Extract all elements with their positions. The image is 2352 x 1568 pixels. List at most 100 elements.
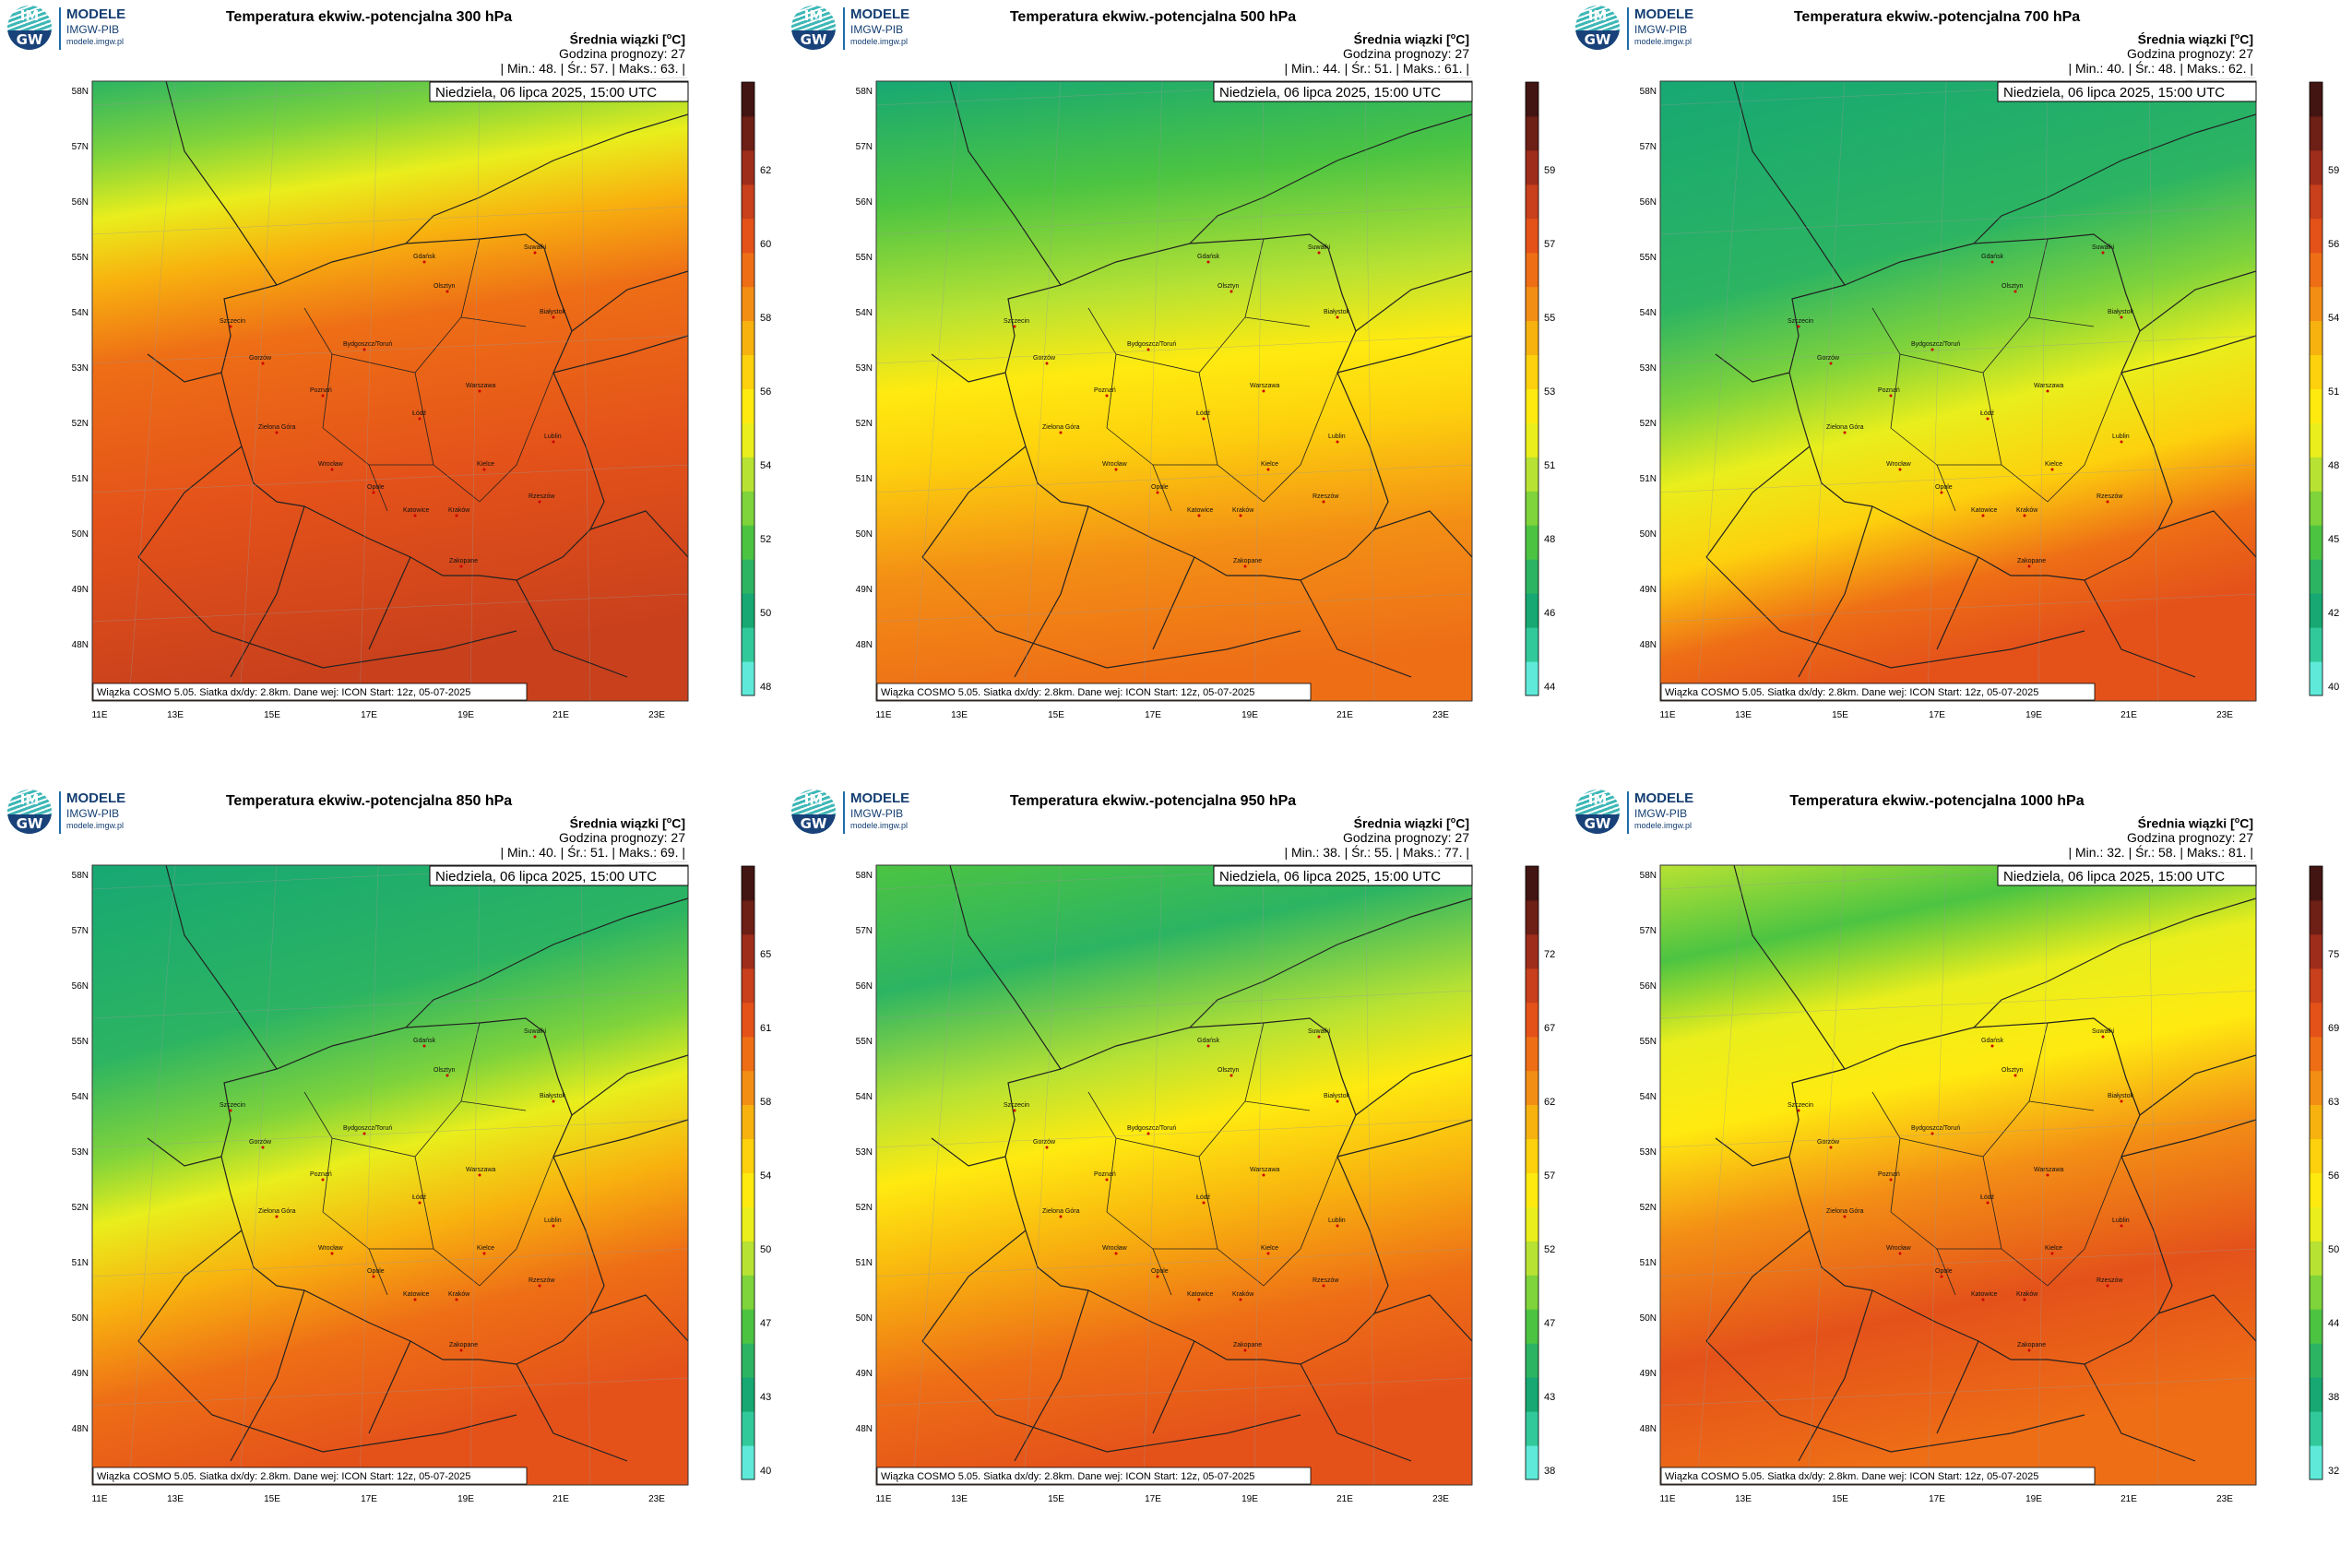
colorbar-segment	[1526, 1309, 1538, 1344]
colorbar-segment	[2310, 1377, 2322, 1412]
svg-text:Wrocław: Wrocław	[1886, 1245, 1912, 1252]
colorbar-segment	[1526, 661, 1538, 696]
colorbar-segment	[1526, 1343, 1538, 1378]
svg-text:51N: 51N	[1640, 474, 1657, 484]
svg-text:51N: 51N	[72, 474, 89, 484]
panel-title: Temperatura ekwiw.-potencjalna 1000 hPa	[1789, 793, 2085, 809]
imgw-logo[interactable]: IM GW MODELE IMGW-PIB modele.imgw.pl	[1575, 790, 1732, 836]
logo-url[interactable]: modele.imgw.pl	[66, 821, 125, 830]
svg-text:Gdańsk: Gdańsk	[1197, 1038, 1220, 1044]
svg-text:Suwałki: Suwałki	[2092, 244, 2115, 251]
colorbar-segment	[742, 933, 754, 969]
colorbar-segment	[742, 866, 754, 901]
svg-text:56N: 56N	[856, 981, 873, 992]
svg-text:57: 57	[1544, 239, 1555, 250]
logo-separator	[1627, 7, 1629, 50]
svg-text:11E: 11E	[91, 710, 107, 720]
svg-text:Szczecin: Szczecin	[220, 1102, 245, 1109]
svg-text:21E: 21E	[2120, 1494, 2137, 1504]
colorbar-segment	[742, 1172, 754, 1207]
svg-text:48N: 48N	[72, 640, 89, 650]
svg-text:Lublin: Lublin	[2112, 1218, 2130, 1224]
colorbar-frame	[741, 81, 755, 696]
svg-text:42: 42	[2328, 608, 2339, 619]
svg-text:58N: 58N	[856, 87, 873, 97]
colorbar-segment	[2310, 1206, 2322, 1241]
colorbar-segment	[742, 320, 754, 356]
svg-text:Zielona Góra: Zielona Góra	[1826, 1208, 1864, 1215]
footer-label: Wiązka COSMO 5.05. Siatka dx/dy: 2.8km. …	[92, 1467, 528, 1485]
svg-text:56: 56	[760, 386, 771, 398]
svg-text:Opole: Opole	[1151, 484, 1169, 491]
colorbar-segment	[1526, 149, 1538, 185]
svg-text:Warszawa: Warszawa	[466, 383, 496, 389]
colorbar-segment	[2310, 354, 2322, 389]
svg-text:Niedziela, 06 lipca 2025, 15:0: Niedziela, 06 lipca 2025, 15:00 UTC	[435, 85, 657, 101]
svg-text:13E: 13E	[951, 710, 968, 720]
svg-text:Kielce: Kielce	[1261, 1245, 1278, 1252]
svg-text:Zielona Góra: Zielona Góra	[1826, 424, 1864, 431]
svg-text:51N: 51N	[856, 474, 873, 484]
panel-title: Temperatura ekwiw.-potencjalna 700 hPa	[1793, 9, 2081, 25]
svg-text:52N: 52N	[856, 1203, 873, 1213]
colorbar	[1525, 865, 1539, 1480]
svg-text:Zakopane: Zakopane	[449, 558, 478, 564]
map-svg: Gdańsk Olsztyn Szczecin Bydgoszcz/Toruń …	[72, 861, 771, 1504]
colorbar-segment	[1526, 1070, 1538, 1106]
logo-url[interactable]: modele.imgw.pl	[1634, 37, 1693, 46]
svg-text:54N: 54N	[72, 308, 89, 318]
svg-text:43: 43	[1544, 1392, 1555, 1403]
svg-text:44: 44	[2328, 1318, 2339, 1329]
colorbar-segment	[1526, 627, 1538, 662]
lon-labels: 11E 13E 15E 17E 19E 21E 23E	[91, 710, 665, 720]
svg-text:57N: 57N	[856, 142, 873, 152]
logo-url[interactable]: modele.imgw.pl	[850, 821, 909, 830]
imgw-logo[interactable]: IM GW MODELE IMGW-PIB modele.imgw.pl	[791, 6, 948, 52]
colorbar-segment	[1526, 320, 1538, 356]
svg-text:56N: 56N	[72, 197, 89, 208]
svg-text:48: 48	[760, 682, 771, 693]
svg-text:19E: 19E	[457, 710, 474, 720]
svg-text:56N: 56N	[1640, 197, 1657, 208]
svg-text:Warszawa: Warszawa	[466, 1167, 496, 1173]
colorbar-segment	[742, 1275, 754, 1310]
colorbar-segment	[742, 968, 754, 1004]
imgw-logo[interactable]: IM GW MODELE IMGW-PIB modele.imgw.pl	[7, 790, 164, 836]
colorbar-segment	[1526, 82, 1538, 117]
imgw-logo[interactable]: IM GW MODELE IMGW-PIB modele.imgw.pl	[791, 790, 948, 836]
colorbar-segment	[2310, 115, 2322, 151]
svg-text:50N: 50N	[72, 529, 89, 540]
imgw-logo[interactable]: IM GW MODELE IMGW-PIB modele.imgw.pl	[7, 6, 164, 52]
svg-text:67: 67	[1544, 1023, 1555, 1034]
svg-text:Lublin: Lublin	[1328, 1218, 1346, 1224]
svg-text:13E: 13E	[1735, 1494, 1752, 1504]
svg-text:51: 51	[2328, 386, 2339, 398]
svg-text:Olsztyn: Olsztyn	[2002, 283, 2023, 290]
svg-text:Bydgoszcz/Toruń: Bydgoszcz/Toruń	[1911, 1125, 1960, 1132]
map-borders	[137, 80, 689, 678]
svg-text:Szczecin: Szczecin	[1788, 1102, 1813, 1109]
imgw-logo[interactable]: IM GW MODELE IMGW-PIB modele.imgw.pl	[1575, 6, 1732, 52]
logo-url[interactable]: modele.imgw.pl	[1634, 821, 1693, 830]
svg-text:Opole: Opole	[1935, 1268, 1953, 1275]
svg-text:Gdańsk: Gdańsk	[413, 1038, 436, 1044]
colorbar-segment	[1526, 1377, 1538, 1412]
svg-text:53N: 53N	[72, 1147, 89, 1158]
panel-subtitle: Średnia wiązki [oC]	[1353, 815, 1469, 831]
svg-text:48N: 48N	[856, 1424, 873, 1434]
lon-labels: 11E 13E 15E 17E 19E 21E 23E	[875, 1494, 1449, 1504]
svg-text:58N: 58N	[856, 871, 873, 881]
svg-text:54N: 54N	[72, 1092, 89, 1102]
logo-url[interactable]: modele.imgw.pl	[66, 37, 125, 46]
colorbar-segment	[2310, 252, 2322, 288]
logo-url[interactable]: modele.imgw.pl	[850, 37, 909, 46]
panel-subtitle: Średnia wiązki [oC]	[569, 31, 685, 47]
svg-text:Białystok: Białystok	[540, 1093, 566, 1099]
colorbar-segment	[2310, 82, 2322, 117]
svg-text:54N: 54N	[856, 308, 873, 318]
panel-stats: | Min.: 44. | Śr.: 51. | Maks.: 61. |	[1284, 61, 1469, 76]
svg-text:Wrocław: Wrocław	[1886, 461, 1912, 468]
svg-text:Niedziela, 06 lipca 2025, 15:0: Niedziela, 06 lipca 2025, 15:00 UTC	[1219, 869, 1441, 885]
graticule	[875, 77, 1473, 702]
svg-text:Suwałki: Suwałki	[524, 244, 547, 251]
